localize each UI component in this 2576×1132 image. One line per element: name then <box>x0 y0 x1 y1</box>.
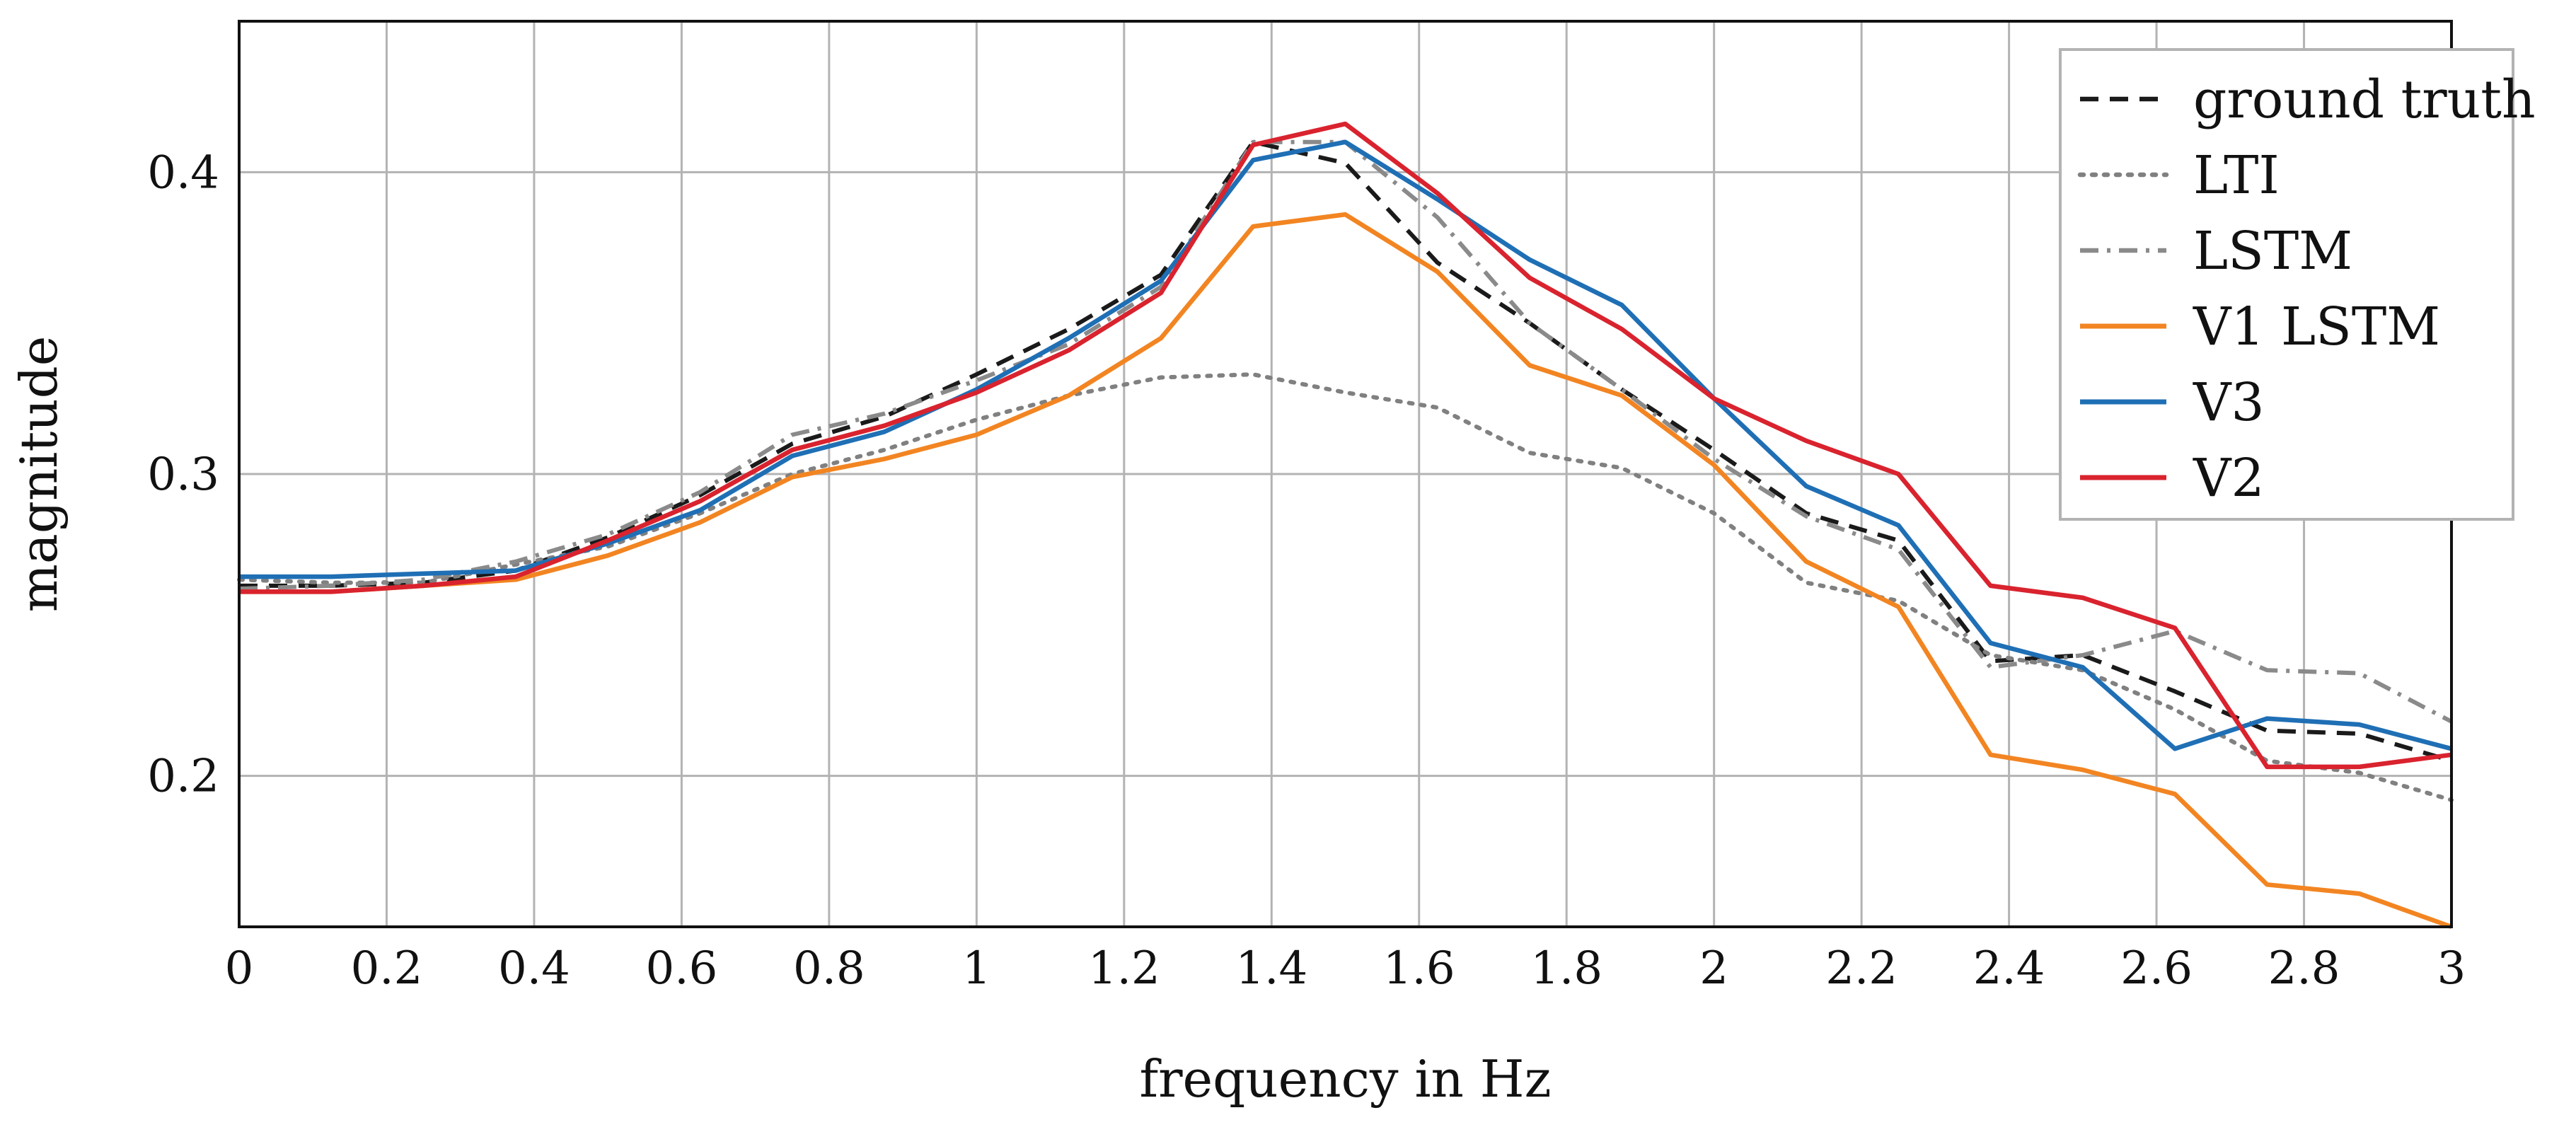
x-tick-label: 2 <box>1699 942 1728 995</box>
x-tick-label: 0.8 <box>793 942 865 995</box>
series-lines <box>237 121 2454 930</box>
x-tick-label: 1.8 <box>1530 942 1602 995</box>
x-tick-label: 0.4 <box>498 942 570 995</box>
legend-label: V2 <box>2193 448 2265 509</box>
series-line-v2 <box>239 121 2452 770</box>
legend-label: LSTM <box>2193 221 2352 282</box>
legend-box <box>2059 48 2514 521</box>
y-axis-label: magnitude <box>9 336 69 613</box>
x-tick-label: 1.6 <box>1383 942 1455 995</box>
x-tick-label: 1 <box>962 942 991 995</box>
x-tick-label: 0.6 <box>646 942 718 995</box>
y-tick-label: 0.4 <box>147 146 219 199</box>
x-tick-label: 2.6 <box>2120 942 2193 995</box>
x-tick-label: 1.4 <box>1235 942 1307 995</box>
series-line-v3 <box>239 139 2452 751</box>
y-tick-label: 0.2 <box>147 751 219 803</box>
x-tick-label: 2.4 <box>1973 942 2045 995</box>
x-tick-label: 0.2 <box>351 942 423 995</box>
x-axis-label: frequency in Hz <box>1139 1049 1551 1109</box>
legend-label: V1 LSTM <box>2193 296 2440 357</box>
legend: ground truth LTI LSTM V1 LSTM V3 V2 <box>2059 48 2536 521</box>
x-tick-label: 0 <box>225 942 254 995</box>
y-tick-label: 0.3 <box>147 449 219 501</box>
legend-label: V3 <box>2193 372 2265 433</box>
legend-label: LTI <box>2193 145 2280 206</box>
x-tick-label: 3 <box>2437 942 2466 995</box>
x-tick-label: 2.8 <box>2268 942 2340 995</box>
x-tick-label: 1.2 <box>1088 942 1160 995</box>
legend-label: ground truth <box>2193 69 2536 130</box>
y-axis-ticks: 0.2 0.3 0.4 <box>147 146 219 802</box>
x-axis-ticks: 0 0.2 0.4 0.6 0.8 1 1.2 1.4 1.6 1.8 2 2.2 2.4 2.6 2.8 3 <box>225 942 2466 995</box>
series-line-v1-lstm <box>239 212 2453 930</box>
x-tick-label: 2.2 <box>1825 942 1898 995</box>
